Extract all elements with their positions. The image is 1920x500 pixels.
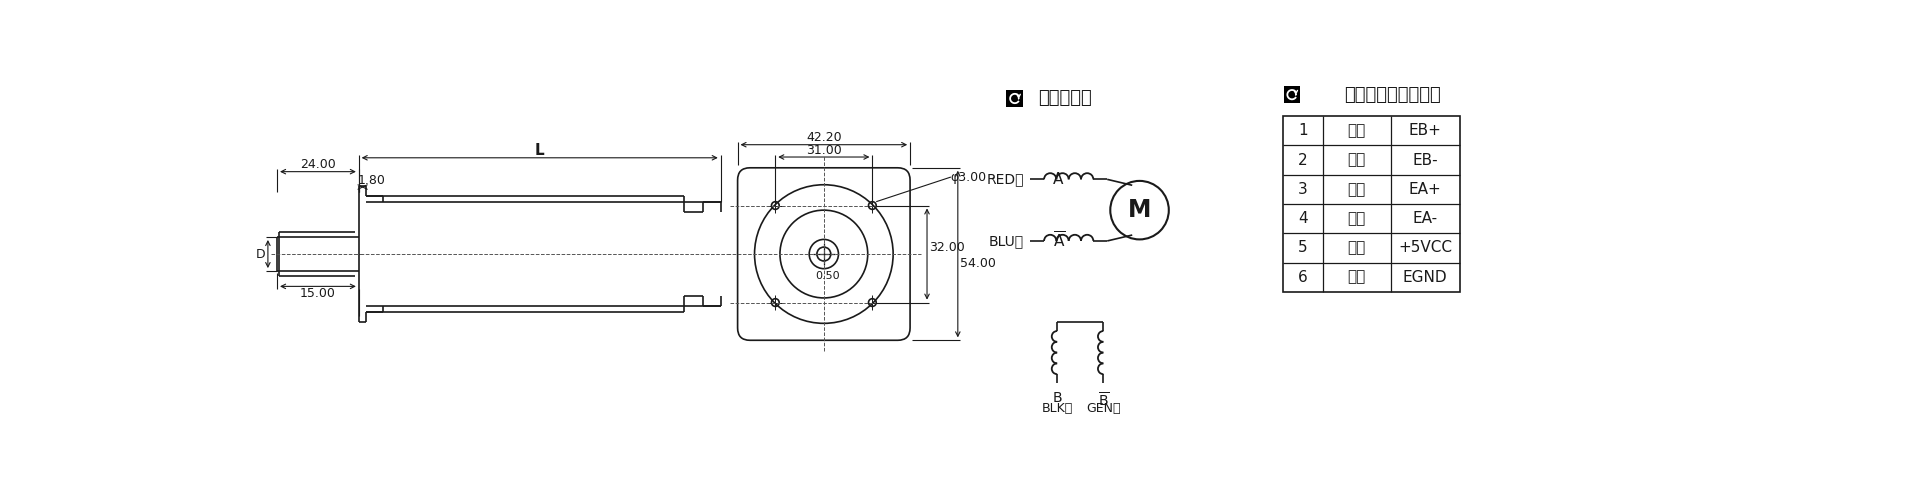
Text: 24.00: 24.00: [300, 158, 336, 171]
Text: EGND: EGND: [1404, 270, 1448, 284]
Text: 54.00: 54.00: [960, 257, 996, 270]
Text: EA+: EA+: [1409, 182, 1442, 197]
Text: φ3.00: φ3.00: [950, 170, 987, 183]
Bar: [1283, 116, 1459, 292]
Text: L: L: [536, 144, 545, 158]
Text: 2: 2: [1298, 152, 1308, 168]
Text: 黑色: 黑色: [1348, 182, 1365, 197]
Text: 绿色: 绿色: [1348, 152, 1365, 168]
Text: B: B: [1052, 391, 1062, 405]
Text: A: A: [1054, 172, 1064, 187]
Text: 4: 4: [1298, 211, 1308, 226]
Text: 黄色: 黄色: [1348, 124, 1365, 138]
Bar: [1284, 86, 1300, 103]
Text: 31.00: 31.00: [806, 144, 841, 156]
Text: 0.50: 0.50: [816, 270, 841, 280]
Text: RED红: RED红: [987, 172, 1023, 186]
Text: 电机线颜色: 电机线颜色: [1039, 90, 1092, 108]
Text: $\overline{\mathrm{B}}$: $\overline{\mathrm{B}}$: [1098, 391, 1110, 409]
Text: 红色: 红色: [1348, 240, 1365, 256]
Text: 32.00: 32.00: [929, 242, 966, 254]
Text: 15.00: 15.00: [300, 287, 336, 300]
Text: $\overline{\mathrm{A}}$: $\overline{\mathrm{A}}$: [1054, 231, 1066, 251]
Text: 白色: 白色: [1348, 270, 1365, 284]
Text: EA-: EA-: [1413, 211, 1438, 226]
Text: BLU蓝: BLU蓝: [989, 234, 1023, 248]
Text: 5: 5: [1298, 240, 1308, 256]
Text: +5VCC: +5VCC: [1398, 240, 1452, 256]
Text: EB-: EB-: [1413, 152, 1438, 168]
Text: 蓝色: 蓝色: [1348, 211, 1365, 226]
Text: 6: 6: [1298, 270, 1308, 284]
Text: EB+: EB+: [1409, 124, 1442, 138]
Text: D: D: [255, 248, 265, 260]
Bar: [1006, 90, 1023, 107]
Text: 42.20: 42.20: [806, 132, 841, 144]
Text: 3: 3: [1298, 182, 1308, 197]
Text: M: M: [1127, 198, 1152, 222]
Text: GEN绿: GEN绿: [1087, 402, 1121, 415]
Text: 1.80: 1.80: [357, 174, 386, 186]
Text: 1: 1: [1298, 124, 1308, 138]
Text: BLK黑: BLK黑: [1041, 402, 1073, 415]
Text: 编码器出线颜色定义: 编码器出线颜色定义: [1344, 86, 1440, 103]
